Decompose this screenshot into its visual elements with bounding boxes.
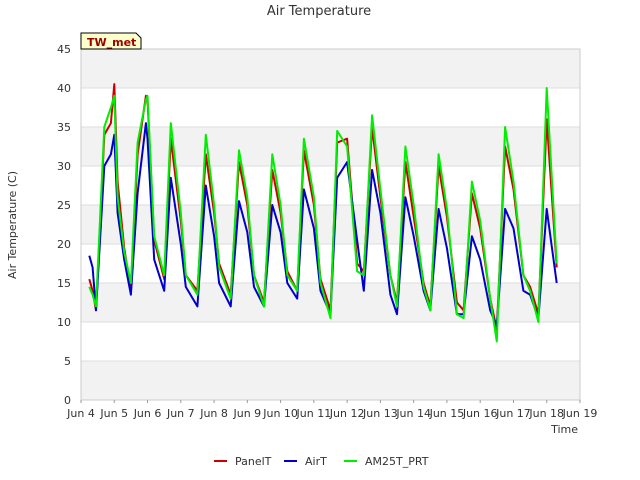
station-badge-shape xyxy=(80,32,142,50)
legend-label-panelt: PanelT xyxy=(235,455,272,468)
x-tick-label: Jun 8 xyxy=(199,407,228,420)
chart-title: Air Temperature xyxy=(267,4,371,19)
series-lines xyxy=(88,83,558,343)
grid-band xyxy=(81,361,580,400)
legend-label-am25t-prt: AM25T_PRT xyxy=(365,455,429,468)
x-tick-label: Jun 9 xyxy=(232,407,261,420)
y-tick-label: 5 xyxy=(64,355,71,368)
plot-area xyxy=(80,48,581,401)
y-axis-ticks: 0 5 10 15 20 25 30 35 40 45 xyxy=(57,43,71,407)
x-tick-label: Jun 17 xyxy=(495,407,531,420)
grid-band xyxy=(81,205,580,244)
legend: PanelT AirT AM25T_PRT xyxy=(214,455,429,468)
y-tick-label: 10 xyxy=(57,316,71,329)
y-tick-label: 0 xyxy=(64,394,71,407)
y-tick-label: 15 xyxy=(57,277,71,290)
plot-frame xyxy=(80,48,581,401)
x-tick-label: Jun 19 xyxy=(562,407,598,420)
y-tick-label: 35 xyxy=(57,121,71,134)
x-tick-label: Jun 14 xyxy=(395,407,431,420)
x-tick-label: Jun 12 xyxy=(329,407,365,420)
x-tick-label: Jun 11 xyxy=(296,407,332,420)
y-tick-label: 40 xyxy=(57,82,71,95)
x-tick-label: Jun 16 xyxy=(462,407,498,420)
station-badge: TW_met xyxy=(80,32,142,50)
y-tick-label: 45 xyxy=(57,43,71,56)
x-tick-label: Jun 13 xyxy=(362,407,398,420)
series-line-airt xyxy=(88,122,558,327)
y-tick-label: 25 xyxy=(57,199,71,212)
x-tick-label: Jun 4 xyxy=(66,407,95,420)
y-tick-label: 20 xyxy=(57,238,71,251)
grid-band xyxy=(81,49,580,88)
grid-band xyxy=(81,127,580,166)
x-tick-label: Jun 10 xyxy=(262,407,298,420)
x-tick-label: Jun 18 xyxy=(528,407,564,420)
x-axis-ticks: Jun 4 Jun 5 Jun 6 Jun 7 Jun 8 Jun 9 Jun 10Jun … xyxy=(66,400,597,420)
y-tick-label: 30 xyxy=(57,160,71,173)
x-tick-label: Jun 5 xyxy=(99,407,128,420)
x-tick-label: Jun 15 xyxy=(429,407,465,420)
station-badge-text: TW_met xyxy=(87,36,136,49)
legend-label-airt: AirT xyxy=(305,455,327,468)
x-tick-label: Jun 7 xyxy=(166,407,195,420)
x-tick-label: Jun 6 xyxy=(133,407,162,420)
y-axis-label: Air Temperature (C) xyxy=(6,171,19,279)
x-axis-label: Time xyxy=(550,423,578,436)
series-line-am25t-prt xyxy=(88,87,558,343)
